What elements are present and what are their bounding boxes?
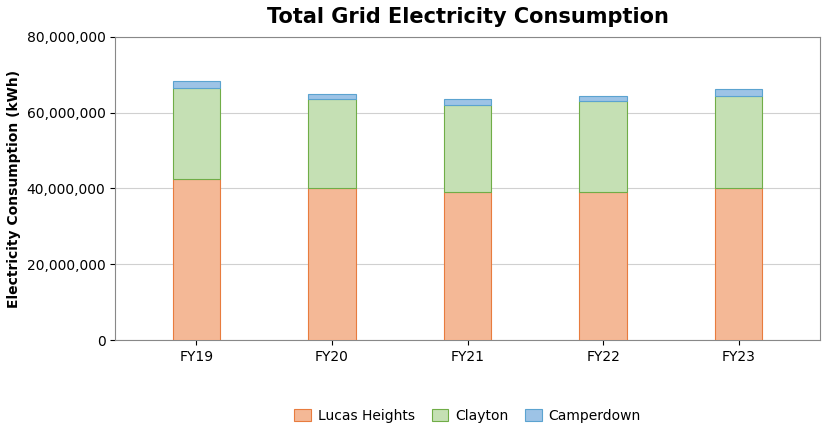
Bar xyxy=(308,188,356,340)
Bar xyxy=(173,81,220,88)
Title: Total Grid Electricity Consumption: Total Grid Electricity Consumption xyxy=(266,7,668,27)
Bar xyxy=(173,179,220,340)
Y-axis label: Electricity Consumption (kWh): Electricity Consumption (kWh) xyxy=(7,69,21,307)
Bar xyxy=(715,89,762,95)
Bar xyxy=(580,95,627,101)
Bar xyxy=(444,105,491,192)
Bar xyxy=(444,99,491,105)
Bar xyxy=(715,188,762,340)
Bar xyxy=(173,88,220,179)
Bar xyxy=(444,192,491,340)
Bar xyxy=(308,94,356,99)
Legend: Lucas Heights, Clayton, Camperdown: Lucas Heights, Clayton, Camperdown xyxy=(287,402,648,429)
Bar xyxy=(580,101,627,192)
Bar xyxy=(308,99,356,188)
Bar xyxy=(580,192,627,340)
Bar xyxy=(715,95,762,188)
